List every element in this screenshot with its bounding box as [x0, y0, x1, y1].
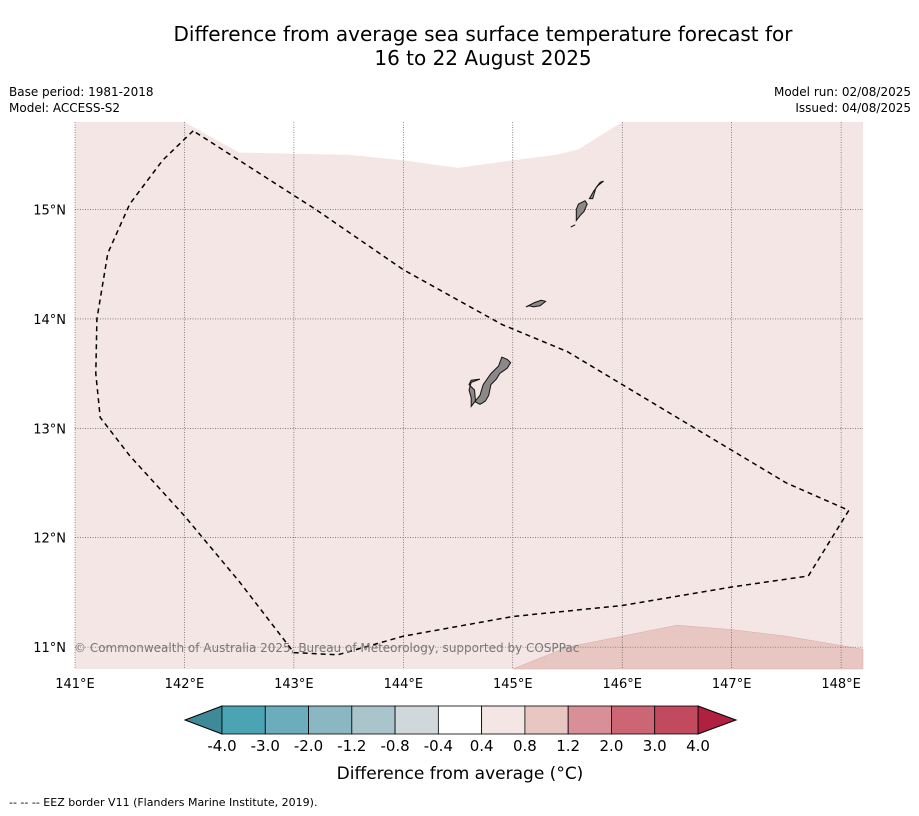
longitude-tick-label: 143°E — [274, 677, 314, 692]
tinian-island — [575, 200, 588, 222]
colorbar-under-arrow — [183, 705, 223, 735]
colorbar-segment — [351, 705, 396, 735]
colorbar-tick-label: -1.2 — [337, 737, 367, 755]
copyright-text: © Commonwealth of Australia 2025, Bureau… — [74, 641, 580, 655]
colorbar-tick-label: -4.0 — [207, 737, 237, 755]
guam-island — [468, 356, 512, 408]
eez-legend-note: -- -- -- EEZ border V11 (Flanders Marine… — [9, 796, 318, 809]
longitude-tick-label: 148°E — [821, 677, 861, 692]
issued-date: Issued: 04/08/2025 — [795, 101, 911, 115]
longitude-tick-label: 141°E — [55, 677, 95, 692]
colorbar — [183, 705, 738, 735]
colorbar-label-text: Difference from average ( — [336, 764, 557, 784]
colorbar-segment — [264, 705, 309, 735]
colorbar-tick-label: 4.0 — [686, 737, 710, 755]
model-run: Model run: 02/08/2025 — [773, 85, 911, 99]
latitude-tick-label: 14°N — [33, 313, 66, 328]
longitude-tick-label: 142°E — [165, 677, 205, 692]
colorbar-tick-label: 0.8 — [512, 737, 537, 755]
rota-island — [525, 299, 547, 308]
colorbar-segment — [524, 705, 569, 735]
colorbar-over-arrow — [697, 705, 738, 735]
colorbar-tick-label: -3.0 — [250, 737, 280, 755]
colorbar-label-unit: C) — [564, 764, 584, 784]
run-info: Model run: 02/08/2025 Issued: 04/08/2025 — [774, 84, 911, 116]
title-line-1: Difference from average sea surface temp… — [173, 22, 793, 46]
latitude-tick-label: 15°N — [33, 204, 66, 219]
colorbar-segment — [221, 705, 266, 735]
longitude-tick-label: 145°E — [493, 677, 533, 692]
colorbar-segment — [394, 705, 439, 735]
latitude-tick-label: 11°N — [33, 641, 66, 656]
map-area: 141°E 142°E 143°E 144°E 145°E 146°E 147°E 148°E… — [33, 122, 864, 692]
colorbar-segment — [654, 705, 699, 735]
forecast-field — [75, 122, 863, 669]
model-name: Model: ACCESS-S2 — [9, 101, 121, 115]
latitude-tick-label: 12°N — [33, 532, 66, 547]
colorbar-tick-label: -2.0 — [293, 737, 324, 755]
model-info: Base period: 1981-2018 Model: ACCESS-S2 — [9, 84, 154, 116]
colorbar-tick-label: 2.0 — [599, 737, 624, 755]
longitude-tick-label: 144°E — [384, 677, 424, 692]
longitude-tick-label: 147°E — [712, 677, 752, 692]
colorbar-tick-label: -0.8 — [380, 737, 410, 755]
map-title: Difference from average sea surface temp… — [0, 22, 919, 70]
saipan-island — [588, 180, 604, 200]
aguijan-island — [570, 224, 576, 228]
degree-symbol: ° — [556, 764, 565, 784]
eez-border — [95, 130, 850, 656]
colorbar-tick-label: 1.2 — [556, 737, 581, 755]
title-line-2: 16 to 22 August 2025 — [374, 46, 592, 70]
base-period: Base period: 1981-2018 — [9, 85, 154, 99]
colorbar-tick-label: 3.0 — [642, 737, 667, 755]
colorbar-segment — [611, 705, 656, 735]
colorbar-segment — [308, 705, 353, 735]
latitude-tick-label: 13°N — [33, 422, 66, 437]
colorbar-segment — [437, 705, 483, 735]
colorbar-tick-label: -0.4 — [423, 737, 453, 755]
colorbar-segment — [567, 705, 612, 735]
colorbar-segment — [481, 705, 526, 735]
longitude-tick-label: 146°E — [602, 677, 642, 692]
colorbar-tick-label: 0.4 — [469, 737, 494, 755]
colorbar-label: Difference from average (°C) — [0, 764, 919, 784]
